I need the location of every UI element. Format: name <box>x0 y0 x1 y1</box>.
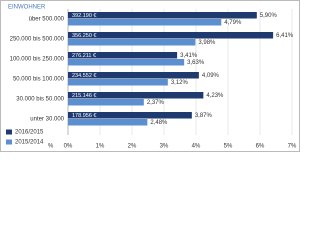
page: EINWOHNER % 0% 1% 2% 3% 4% 5% 6% 7% über 500.000… <box>0 0 300 152</box>
bar <box>68 52 178 59</box>
bar <box>68 12 257 19</box>
value-label: 3,98% <box>198 40 216 46</box>
value-label: 5,90% <box>260 13 278 19</box>
x-tick-label: 0% <box>64 144 73 150</box>
price-label: 392.190 € <box>72 13 96 19</box>
value-label: 4,23% <box>206 93 224 99</box>
price-label: 178.956 € <box>72 113 96 119</box>
value-label: 3,41% <box>180 53 198 59</box>
bar <box>68 79 168 86</box>
value-label: 3,87% <box>195 113 213 119</box>
price-label: 215.146 € <box>72 93 96 99</box>
bar <box>68 39 196 46</box>
legend-label: 2016/2015 <box>15 130 44 136</box>
category-label: 50.000 bis 100.000 <box>13 77 65 83</box>
x-tick-label: 5% <box>224 144 233 150</box>
legend-swatch <box>6 139 12 145</box>
bar <box>68 92 204 99</box>
legend-swatch <box>6 129 12 135</box>
x-tick-label: 7% <box>288 144 297 150</box>
category-label: über 500.000 <box>29 17 65 23</box>
chart: EINWOHNER % 0% 1% 2% 3% 4% 5% 6% 7% über 500.000… <box>0 0 300 152</box>
category-label: 250.000 bis 500.000 <box>10 37 65 43</box>
legend-label: 2015/2014 <box>15 140 44 146</box>
value-label: 2,48% <box>150 120 168 126</box>
bar <box>68 72 199 79</box>
x-tick-label: 1% <box>96 144 105 150</box>
value-label: 2,37% <box>147 100 165 106</box>
x-tick-label: 6% <box>256 144 265 150</box>
category-label: 100.000 bis 250.000 <box>10 57 65 63</box>
price-label: 234.552 € <box>72 73 96 79</box>
value-label: 4,09% <box>202 73 220 79</box>
bar <box>68 19 222 26</box>
price-label: 356.250 € <box>72 33 96 39</box>
value-label: 3,12% <box>171 80 189 86</box>
category-label: unter 30.000 <box>30 117 64 123</box>
value-label: 3,63% <box>187 60 205 66</box>
x-tick-label: 4% <box>192 144 201 150</box>
bar <box>68 99 144 106</box>
bar <box>68 32 274 39</box>
price-label: 276.211 € <box>72 53 96 59</box>
bar <box>68 119 148 126</box>
header: EINWOHNER <box>8 5 46 11</box>
x-tick-label: 2% <box>128 144 137 150</box>
bar <box>68 112 192 119</box>
category-label: 30.000 bis 50.000 <box>16 97 64 103</box>
bar <box>68 59 185 66</box>
value-label: 6,41% <box>276 33 294 39</box>
value-label: 4,79% <box>224 20 242 26</box>
x-axis-label: % <box>48 144 54 150</box>
x-tick-label: 3% <box>160 144 169 150</box>
